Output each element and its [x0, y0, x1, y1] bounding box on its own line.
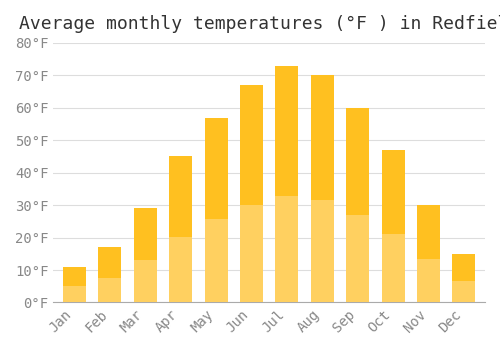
Bar	[240, 205, 263, 302]
Bar	[382, 150, 404, 302]
Bar	[452, 254, 475, 302]
Bar	[346, 215, 369, 302]
Bar	[98, 278, 122, 302]
Bar	[98, 247, 122, 302]
Bar	[346, 108, 369, 302]
Bar	[276, 196, 298, 302]
Bar	[134, 260, 157, 302]
Bar	[169, 237, 192, 302]
Bar	[382, 234, 404, 302]
Bar	[452, 281, 475, 302]
Bar	[134, 208, 157, 302]
Title: Average monthly temperatures (°F ) in Redfield: Average monthly temperatures (°F ) in Re…	[19, 15, 500, 33]
Bar	[311, 200, 334, 302]
Bar	[417, 205, 440, 302]
Bar	[204, 219, 228, 302]
Bar	[169, 156, 192, 302]
Bar	[311, 75, 334, 302]
Bar	[417, 259, 440, 302]
Bar	[63, 267, 86, 302]
Bar	[276, 65, 298, 302]
Bar	[63, 286, 86, 302]
Bar	[204, 118, 228, 302]
Bar	[240, 85, 263, 302]
